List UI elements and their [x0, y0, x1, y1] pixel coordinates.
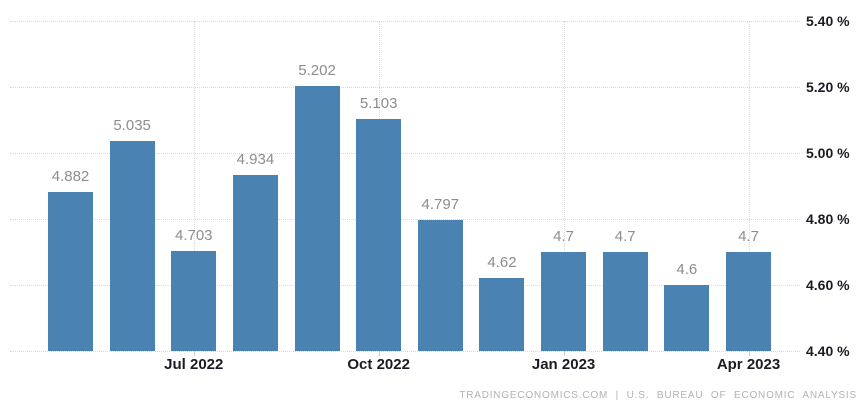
y-axis-tick-label: 4.80 %	[806, 211, 850, 227]
bar[interactable]	[48, 191, 93, 351]
bar[interactable]	[602, 252, 648, 351]
bar[interactable]	[417, 219, 463, 351]
bar[interactable]	[541, 252, 587, 351]
x-axis-tick-mark	[378, 351, 380, 356]
x-axis-tick-mark	[193, 351, 195, 356]
bar-value-label: 4.703	[174, 227, 213, 244]
bar-value-label: 4.62	[487, 254, 517, 272]
x-axis-tick-label: Jul 2022	[164, 356, 224, 373]
bar[interactable]	[356, 119, 402, 351]
bar-value-label: 4.934	[236, 150, 275, 168]
bar-value-label: 4.7	[738, 228, 759, 245]
bar[interactable]	[109, 141, 155, 351]
y-axis-tick-label: 4.40 %	[806, 343, 850, 359]
bar-value-label: 4.7	[553, 228, 574, 245]
y-axis-tick-label: 5.20 %	[806, 79, 850, 95]
bar-value-label: 5.202	[298, 62, 336, 80]
x-axis-tick-mark	[563, 351, 565, 356]
y-axis-tick-label: 5.40 %	[806, 13, 850, 29]
attribution-text: TRADINGECONOMICS.COM | U.S. BUREAU OF EC…	[459, 390, 857, 401]
x-axis-tick-label: Jan 2023	[531, 356, 596, 373]
bar[interactable]	[232, 174, 278, 351]
bar[interactable]	[479, 278, 525, 351]
gridline-horizontal	[10, 285, 800, 286]
bar-value-label: 4.797	[421, 195, 460, 213]
bar[interactable]	[171, 251, 217, 351]
bar[interactable]	[664, 285, 710, 351]
bar[interactable]	[294, 86, 340, 351]
bar-value-label: 4.6	[676, 261, 698, 278]
x-axis-tick-label: Oct 2022	[347, 356, 410, 373]
y-axis-tick-label: 4.60 %	[806, 277, 850, 293]
bar[interactable]	[726, 252, 771, 351]
gridline-vertical	[748, 21, 750, 351]
gridline-horizontal	[10, 153, 800, 154]
gridline-vertical	[563, 21, 565, 351]
x-axis-tick-mark	[748, 351, 750, 356]
bar-value-label: 4.882	[51, 167, 90, 185]
gridline-horizontal	[10, 219, 800, 220]
bar-value-label: 4.7	[614, 228, 636, 245]
bar-value-label: 5.103	[359, 95, 398, 112]
y-axis-tick-label: 5.00 %	[806, 145, 850, 161]
gridline-horizontal	[10, 351, 800, 352]
gridline-vertical	[193, 21, 195, 351]
gridline-horizontal	[10, 87, 800, 88]
bar-value-label: 5.035	[113, 117, 151, 135]
gridline-horizontal	[10, 21, 800, 22]
x-axis-tick-label: Apr 2023	[716, 356, 781, 373]
